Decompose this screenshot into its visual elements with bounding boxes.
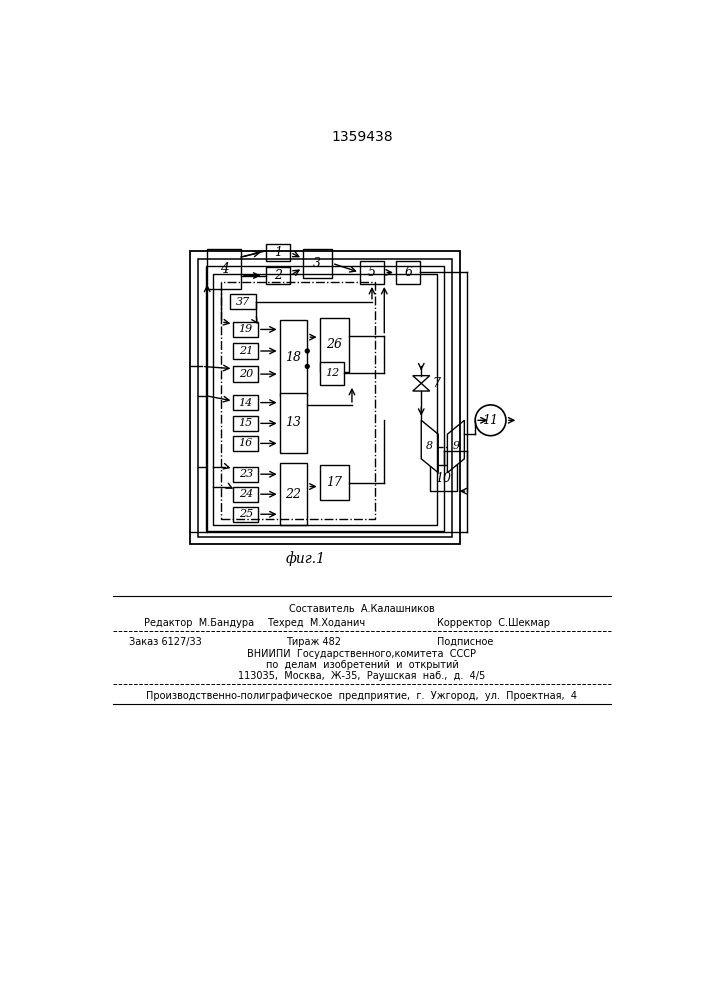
Text: 22: 22	[286, 488, 301, 501]
Bar	[206, 266, 444, 531]
Text: 5: 5	[368, 266, 376, 279]
Bar	[207, 249, 241, 289]
Text: 20: 20	[238, 369, 253, 379]
Bar	[360, 261, 385, 284]
Bar	[266, 244, 291, 261]
Text: ВНИИПИ  Государственного,комитета  СССР: ВНИИПИ Государственного,комитета СССР	[247, 649, 477, 659]
Text: 2: 2	[274, 269, 282, 282]
Circle shape	[305, 349, 309, 353]
Bar	[396, 261, 421, 284]
Text: по  делам  изобретений  и  открытий: по делам изобретений и открытий	[266, 660, 458, 670]
Text: 19: 19	[238, 324, 253, 334]
Text: 23: 23	[238, 469, 253, 479]
Text: 6: 6	[404, 266, 412, 279]
Bar	[233, 466, 258, 482]
Text: 113035,  Москва,  Ж-35,  Раушская  наб.,  д.  4/5: 113035, Москва, Ж-35, Раушская наб., д. …	[238, 671, 486, 681]
Text: 21: 21	[238, 346, 253, 356]
Bar	[221, 282, 375, 519]
Text: фиг.1: фиг.1	[286, 551, 326, 566]
Bar	[279, 393, 308, 453]
Bar	[303, 249, 332, 278]
Bar	[214, 274, 437, 525]
Text: 10: 10	[436, 472, 452, 485]
Text: 4: 4	[220, 262, 228, 276]
Text: Корректор  С.Шекмар: Корректор С.Шекмар	[437, 618, 549, 628]
Polygon shape	[413, 376, 430, 383]
Text: 3: 3	[313, 257, 321, 270]
Bar	[279, 463, 308, 525]
Text: 1359438: 1359438	[331, 130, 393, 144]
Text: 7: 7	[432, 377, 440, 390]
Bar	[233, 436, 258, 451]
Text: 1: 1	[274, 246, 282, 259]
Text: 17: 17	[326, 476, 342, 489]
Text: 13: 13	[286, 416, 301, 429]
Polygon shape	[421, 420, 438, 473]
Text: 9: 9	[452, 441, 460, 451]
Text: 26: 26	[326, 338, 342, 351]
Text: 8: 8	[426, 441, 433, 451]
Bar	[230, 294, 257, 309]
Polygon shape	[413, 383, 430, 391]
Text: Производственно-полиграфическое  предприятие,  г.  Ужгород,  ул.  Проектная,  4: Производственно-полиграфическое предприя…	[146, 691, 578, 701]
Circle shape	[305, 364, 309, 368]
Circle shape	[475, 405, 506, 436]
Bar	[279, 320, 308, 396]
Text: 16: 16	[238, 438, 253, 448]
Text: 25: 25	[238, 509, 253, 519]
Text: 11: 11	[483, 414, 498, 427]
Text: Заказ 6127/33: Заказ 6127/33	[129, 637, 201, 647]
Text: Техред  М.Ходанич: Техред М.Ходанич	[267, 618, 366, 628]
Bar	[198, 259, 452, 537]
Bar	[320, 465, 349, 500]
Text: 12: 12	[325, 368, 339, 378]
Text: 24: 24	[238, 489, 253, 499]
Bar	[233, 343, 258, 359]
Bar	[233, 366, 258, 382]
Bar	[233, 395, 258, 410]
Text: Редактор  М.Бандура: Редактор М.Бандура	[144, 618, 255, 628]
Polygon shape	[448, 420, 464, 473]
Text: Составитель  А.Калашников: Составитель А.Калашников	[289, 604, 435, 614]
Bar	[431, 465, 457, 491]
Bar	[320, 318, 349, 372]
Text: 14: 14	[238, 398, 253, 408]
Text: Подписное: Подписное	[437, 637, 493, 647]
Bar	[233, 322, 258, 337]
Bar	[233, 487, 258, 502]
Bar	[233, 416, 258, 431]
Bar	[233, 507, 258, 522]
Text: 37: 37	[236, 297, 250, 307]
Bar	[320, 362, 344, 385]
Bar	[266, 267, 291, 284]
Bar	[190, 251, 460, 544]
Text: 15: 15	[238, 418, 253, 428]
Text: Тираж 482: Тираж 482	[286, 637, 341, 647]
Text: 18: 18	[286, 351, 301, 364]
